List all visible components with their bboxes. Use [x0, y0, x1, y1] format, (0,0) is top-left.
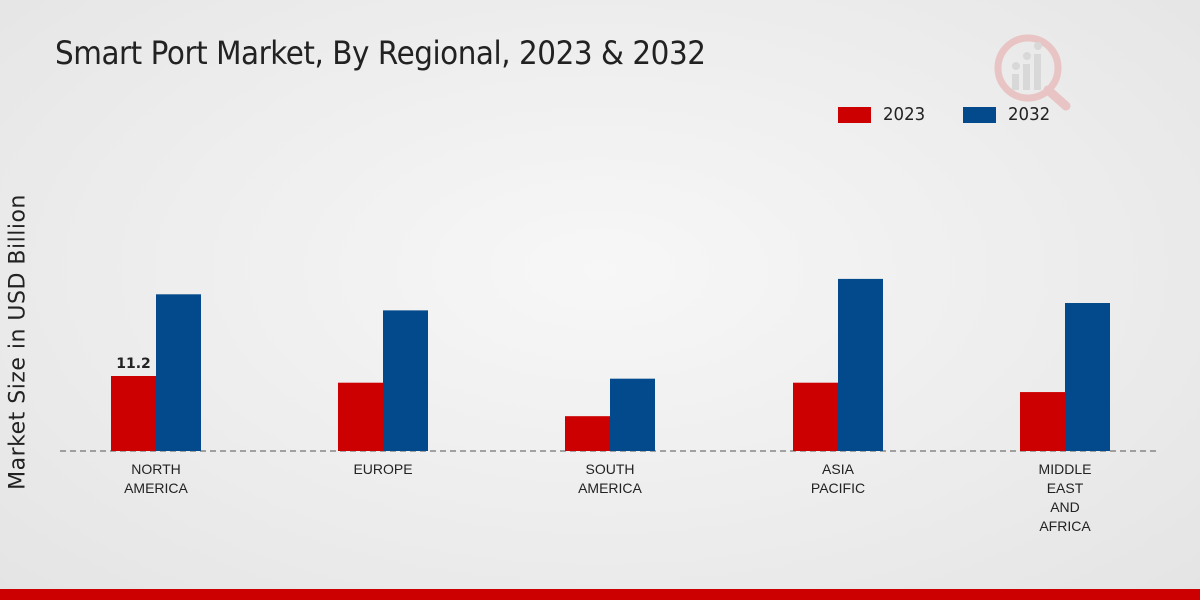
x-tick-label: EUROPE	[353, 461, 412, 477]
legend-swatch-2023	[838, 106, 871, 123]
chart-title: Smart Port Market, By Regional, 2023 & 2…	[55, 34, 706, 72]
x-tick-label: MIDDLE EAST AND AFRICA	[1039, 461, 1092, 534]
brand-logo-icon	[994, 34, 1071, 111]
legend-label-2023: 2023	[883, 104, 926, 125]
x-tick-label: NORTH AMERICA	[124, 461, 188, 496]
x-tick-label: SOUTH AMERICA	[578, 461, 642, 496]
legend-label-2032: 2032	[1007, 104, 1050, 125]
bar-2032-asia-pacific[interactable]	[838, 278, 883, 451]
chart-legend: 2023 2032	[838, 104, 1088, 125]
footer-accent-bar	[0, 589, 1200, 600]
legend-item-2023[interactable]: 2023	[838, 104, 929, 125]
legend-item-2032[interactable]: 2032	[962, 104, 1054, 125]
bar-2023-south-america[interactable]	[565, 416, 610, 451]
data-label: 11.2	[116, 356, 151, 372]
bar-2023-asia-pacific[interactable]	[793, 382, 838, 451]
bar-2032-south-america[interactable]	[610, 378, 655, 451]
x-tick-label: ASIA PACIFIC	[811, 461, 865, 496]
bar-2032-north-america[interactable]	[156, 294, 201, 451]
bar-2032-middle-east-and-africa[interactable]	[1065, 303, 1110, 451]
bar-2023-north-america[interactable]	[111, 376, 156, 451]
legend-swatch-2032	[962, 106, 996, 123]
bar-2023-europe[interactable]	[338, 382, 383, 451]
bar-2023-middle-east-and-africa[interactable]	[1020, 392, 1065, 451]
bar-2032-europe[interactable]	[383, 310, 428, 451]
